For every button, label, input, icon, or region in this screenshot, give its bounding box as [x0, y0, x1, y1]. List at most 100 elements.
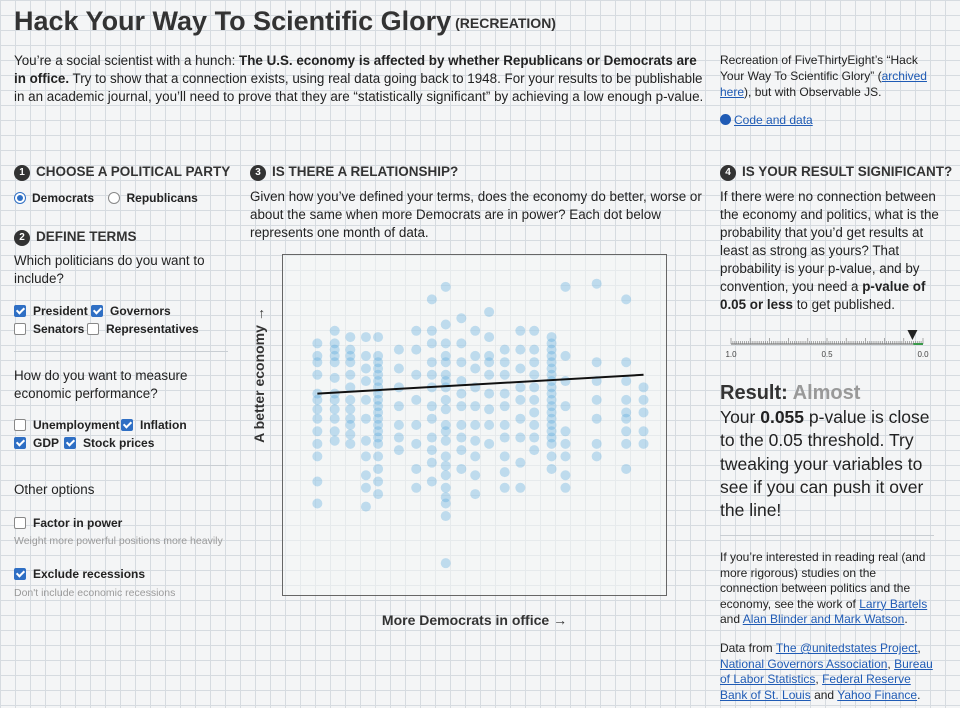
opt-exclude-recessions[interactable]: Exclude recessions [14, 567, 145, 585]
data-point [638, 426, 649, 437]
data-point [393, 432, 404, 443]
data-point [470, 470, 481, 481]
checkbox-inflation[interactable] [121, 419, 133, 431]
checkbox-exclude-recessions[interactable] [14, 568, 26, 580]
party-republicans[interactable]: Republicans [108, 191, 198, 205]
data-point [345, 344, 356, 355]
unitedstates-project-link[interactable]: The @unitedstates Project [775, 641, 918, 655]
page-title: Hack Your Way To Scientific Glory (RECREA… [14, 6, 556, 37]
data-point [456, 376, 467, 387]
data-point [560, 451, 571, 462]
party-democrats[interactable]: Democrats [14, 191, 94, 205]
checkbox-governors[interactable] [91, 305, 103, 317]
data-point [546, 407, 557, 418]
data-point [440, 470, 451, 481]
step3-title: IS THERE A RELATIONSHIP? [272, 164, 459, 179]
opt-senators[interactable]: Senators [14, 322, 84, 340]
data-point [360, 413, 371, 424]
data-point [456, 432, 467, 443]
data-point [515, 382, 526, 393]
data-point [560, 401, 571, 412]
radio-democrats[interactable] [14, 192, 26, 204]
data-point [312, 394, 323, 405]
step1-heading: 1 CHOOSE A POLITICAL PARTY [14, 164, 230, 181]
divider-1 [14, 351, 228, 352]
step2-heading: 2 DEFINE TERMS [14, 229, 137, 246]
data-point [329, 404, 340, 415]
checkbox-president[interactable] [14, 305, 26, 317]
data-point [470, 435, 481, 446]
nga-link[interactable]: National Governors Association [720, 656, 888, 671]
data-point [329, 435, 340, 446]
data-point [426, 325, 437, 336]
checkbox-representatives[interactable] [87, 323, 99, 335]
data-point [426, 476, 437, 487]
data-point [440, 460, 451, 471]
data-point [499, 420, 510, 430]
step1-title: CHOOSE A POLITICAL PARTY [36, 164, 231, 179]
archived-link[interactable]: archived here [720, 69, 927, 99]
data-point [529, 420, 540, 430]
code-data-link[interactable]: Code and data [734, 113, 813, 127]
opt-factor-power[interactable]: Factor in power [14, 516, 122, 534]
data-point [499, 432, 510, 443]
opt-governors[interactable]: Governors [91, 304, 171, 322]
further-pre: If you’re interested in reading real (an… [720, 550, 926, 611]
data-point [470, 363, 481, 374]
party-radio-group: Democrats Republicans [14, 191, 198, 209]
code-link-row: Code and data [720, 113, 813, 127]
data-point [591, 278, 602, 289]
step1-number: 1 [14, 165, 30, 181]
data-point [529, 445, 540, 456]
step4-description: If there were no connection between the … [720, 188, 940, 314]
github-icon [720, 114, 731, 125]
unemployment-label: Unemployment [33, 418, 120, 432]
opt-president[interactable]: President [14, 304, 88, 322]
step4-desc-bold: p-value of 0.05 or less [720, 279, 926, 312]
checkbox-gdp[interactable] [14, 437, 26, 449]
data-point [560, 426, 571, 437]
checkbox-stock-prices[interactable] [64, 437, 76, 449]
data-point [426, 432, 437, 443]
other-options-title: Other options [14, 482, 95, 497]
data-point [393, 445, 404, 456]
data-point [345, 350, 356, 361]
data-point [470, 401, 481, 412]
blinder-watson-link[interactable]: Alan Blinder and Mark Watson [742, 612, 905, 627]
opt-gdp[interactable]: GDP [14, 436, 59, 454]
data-point [312, 369, 323, 380]
bls-link[interactable]: Bureau of Labor Statistics [720, 656, 933, 687]
measure-question: How do you want to measure economic perf… [14, 368, 188, 401]
data-point [456, 420, 467, 430]
step4-heading: 4 IS YOUR RESULT SIGNIFICANT? [720, 164, 952, 181]
opt-unemployment[interactable]: Unemployment [14, 418, 120, 436]
data-point [546, 426, 557, 437]
bartels-link[interactable]: Larry Bartels [859, 596, 928, 611]
p-scale-mid-label: 0.5 [821, 350, 833, 359]
data-point [312, 451, 323, 462]
radio-republicans[interactable] [108, 192, 121, 204]
p-scale-left-label: 1.0 [725, 350, 737, 359]
data-point [312, 426, 323, 437]
opt-stock-prices[interactable]: Stock prices [64, 436, 154, 454]
yahoo-finance-link[interactable]: Yahoo Finance [837, 687, 918, 702]
data-point [484, 438, 495, 449]
fred-link[interactable]: Federal Reserve Bank of St. Louis [720, 672, 911, 702]
checkbox-unemployment[interactable] [14, 419, 26, 431]
data-point [329, 338, 340, 349]
step2-title: DEFINE TERMS [36, 229, 137, 244]
data-point [515, 482, 526, 493]
checkbox-factor-power[interactable] [14, 517, 26, 529]
data-point [529, 432, 540, 443]
step4-number: 4 [720, 165, 736, 181]
data-point [312, 338, 323, 349]
data-point [484, 350, 495, 361]
intro-pre: You’re a social scientist with a hunch: [14, 53, 240, 68]
opt-representatives[interactable]: Representatives [87, 322, 199, 340]
checkbox-senators[interactable] [14, 323, 26, 335]
opt-inflation[interactable]: Inflation [121, 418, 187, 436]
data-point [373, 489, 384, 500]
gdp-label: GDP [33, 436, 60, 450]
data-point [312, 350, 323, 361]
step3-number: 3 [250, 165, 266, 181]
